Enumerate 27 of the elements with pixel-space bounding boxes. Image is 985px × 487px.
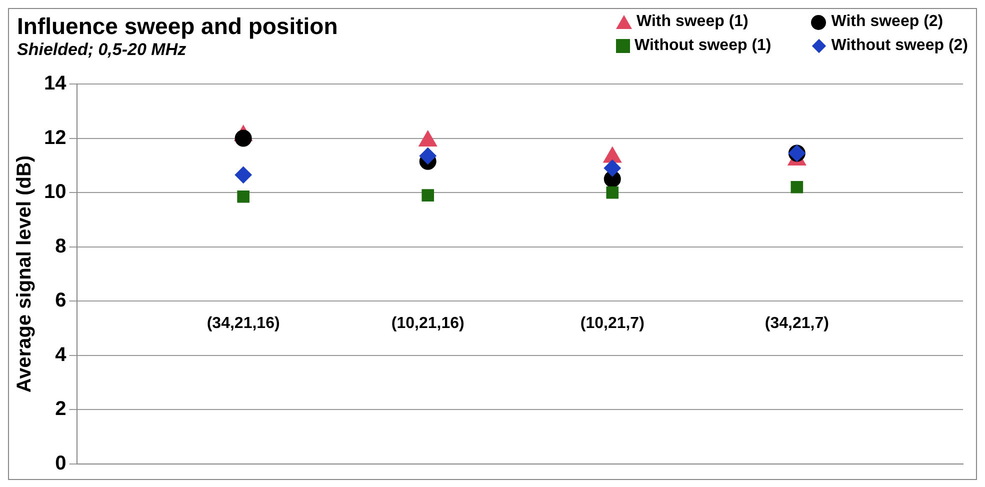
point [790,180,804,194]
point [422,189,434,202]
chart-subtitle: Shielded; 0,5-20 MHz [17,40,188,60]
point [234,166,252,184]
y-tick-label: 0 [55,452,66,475]
legend-label: With sweep (2) [831,13,944,31]
point [604,160,621,177]
x-tick-label: (34,21,16) [206,314,280,332]
x-tick-label: (10,21,7) [580,314,644,332]
legend-label: With sweep (1) [636,13,748,31]
y-axis-title: Average signal level (dB) [14,155,36,393]
legend-label: Without sweep (2) [831,37,968,55]
y-tick-label: 4 [55,344,68,366]
y-tick-label: 14 [44,72,68,95]
legend-label: Without sweep (1) [634,37,772,55]
point [606,186,619,199]
y-tick-label: 10 [44,181,66,204]
x-tick-label: (10,21,16) [391,314,464,332]
y-tick-label: 12 [44,126,66,149]
y-tick-label: 6 [55,290,66,312]
point [234,130,252,147]
y-tick-label: 2 [55,398,66,420]
point [237,190,250,203]
chart-title: Influence sweep and position [17,13,338,40]
y-tick-label: 8 [55,235,66,258]
point [419,147,436,164]
x-tick-label: (34,21,7) [764,314,829,332]
